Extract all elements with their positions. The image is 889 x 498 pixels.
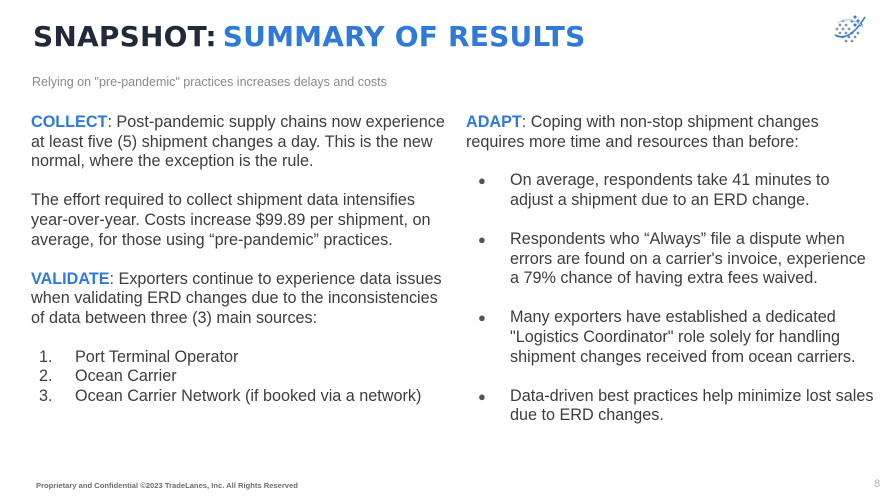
list-item: 1. Port Terminal Operator [31,348,451,368]
bullet-icon: ● [478,231,486,247]
effort-paragraph: The effort required to collect shipment … [31,191,431,249]
adapt-bullets: ● On average, respondents take 41 minutes… [466,171,876,426]
list-number: 3. [39,386,53,405]
bullet-icon: ● [478,310,486,326]
globe-logo-icon [834,15,866,43]
collect-paragraph: COLLECT: Post-pandemic supply chains now… [31,113,451,172]
page-number: 8 [874,478,881,490]
adapt-label: ADAPT [466,113,522,131]
bullet-text: Data-driven best practices help minimize… [510,386,874,425]
validate-text: : Exporters continue to experience data … [31,269,442,327]
sources-list: 1. Port Terminal Operator 2. Ocean Carrier… [31,348,451,407]
bullet-icon: ● [478,173,486,189]
right-column: ADAPT: Coping with non-stop shipment cha… [466,113,876,446]
bullet-text: On average, respondents take 41 minutes … [510,171,830,209]
list-item: 2. Ocean Carrier [31,367,451,387]
validate-paragraph: VALIDATE: Exporters continue to experien… [31,270,451,329]
adapt-paragraph: ADAPT: Coping with non-stop shipment cha… [466,113,876,152]
list-item: ● Many exporters have established a dedic… [466,308,876,367]
slide-subtitle: Relying on "pre-pandemic" practices incr… [32,75,387,89]
bullet-icon: ● [478,388,486,404]
list-number: 1. [39,347,53,366]
left-column: COLLECT: Post-pandemic supply chains now… [31,113,451,406]
list-item-text: Ocean Carrier Network (if booked via a n… [75,386,422,405]
collect-label: COLLECT [31,113,108,131]
footer-copyright: Proprietary and Confidential ©2023 Trade… [36,481,298,490]
list-item: 3. Ocean Carrier Network (if booked via a… [31,387,451,407]
list-number: 2. [39,367,53,386]
list-item: ● On average, respondents take 41 minutes… [466,171,876,210]
validate-label: VALIDATE [31,269,110,288]
adapt-text: : Coping with non-stop shipment changes … [466,113,819,151]
bullet-text: Respondents who “Always” file a dispute … [510,229,866,288]
list-item: ● Respondents who “Always” file a dispute… [466,230,876,289]
collect-text: : Post-pandemic supply chains now experi… [31,113,445,171]
slide-title: SNAPSHOT: SUMMARY OF RESULTS [33,20,585,53]
bullet-text: Many exporters have established a dedica… [510,308,856,366]
list-item-text: Port Terminal Operator [75,347,239,366]
title-prefix: SNAPSHOT: [33,20,217,53]
list-item: ● Data-driven best practices help minimiz… [466,387,876,426]
title-accent: SUMMARY OF RESULTS [222,20,586,53]
list-item-text: Ocean Carrier [75,367,177,386]
